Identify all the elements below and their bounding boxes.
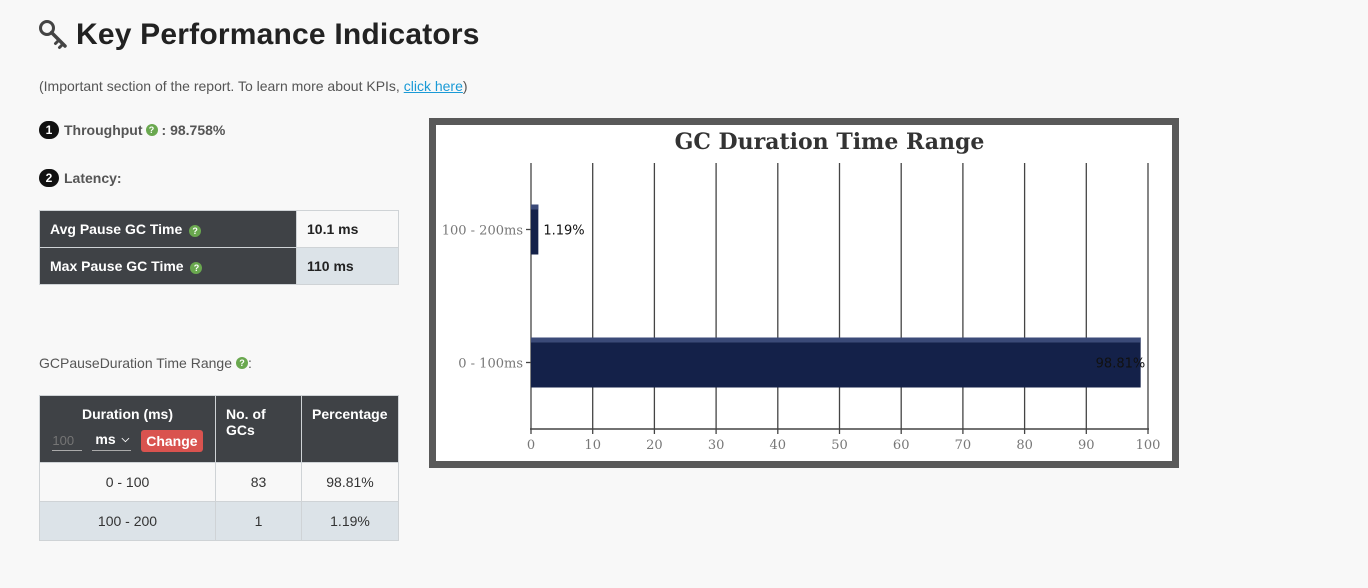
percentage-cell: 1.19% — [301, 501, 399, 541]
page-title: Key Performance Indicators — [76, 18, 480, 51]
chart-title: GC Duration Time Range — [675, 129, 985, 155]
table-row: Max Pause GC Time ? 110 ms — [39, 247, 399, 285]
avg-pause-label: Avg Pause GC Time ? — [39, 210, 297, 248]
count-header: No. of GCs — [215, 395, 302, 463]
duration-input[interactable] — [52, 431, 83, 451]
x-tick-label: 100 — [1136, 438, 1161, 453]
subtitle-text: (Important section of the report. To lea… — [39, 78, 404, 94]
range-section-label: GCPauseDuration Time Range ? : — [39, 355, 252, 371]
question-circle-icon[interactable]: ? — [145, 124, 158, 136]
avg-pause-value: 10.1 ms — [296, 210, 399, 248]
latency-label: Latency: — [64, 170, 122, 186]
x-tick-label: 50 — [831, 438, 848, 453]
count-cell: 83 — [215, 462, 302, 502]
y-tick-label: 0 - 100ms — [458, 357, 523, 372]
max-pause-label: Max Pause GC Time ? — [39, 247, 297, 285]
x-tick-label: 40 — [770, 438, 787, 453]
x-tick-label: 30 — [708, 438, 725, 453]
table-row: 0 - 100 83 98.81% — [39, 462, 399, 502]
change-button[interactable]: Change — [141, 430, 203, 452]
question-circle-icon[interactable]: ? — [190, 262, 203, 274]
data-label: 1.19% — [543, 224, 584, 239]
question-circle-icon[interactable]: ? — [236, 357, 248, 369]
x-tick-label: 70 — [955, 438, 972, 453]
percentage-header: Percentage — [301, 395, 399, 463]
bar — [531, 204, 539, 255]
bar-highlight — [531, 337, 1141, 343]
page-header: Key Performance Indicators — [38, 18, 480, 52]
throughput-kpi: 1 Throughput ? : 98.758% — [39, 121, 225, 139]
x-tick-label: 80 — [1016, 438, 1033, 453]
gc-duration-chart: GC Duration Time Range 0 10 20 30 40 50 60 70 80 9… — [429, 118, 1179, 468]
duration-header: Duration (ms) ms ⌵ Change — [39, 395, 216, 463]
key-icon — [39, 20, 67, 49]
number-badge-1: 1 — [39, 121, 59, 139]
duration-controls: ms ⌵ Change — [50, 430, 205, 452]
bar-highlight — [531, 204, 539, 210]
x-tick-label: 20 — [646, 438, 663, 453]
throughput-label: Throughput — [64, 122, 143, 138]
table-row: 100 - 200 1 1.19% — [39, 501, 399, 541]
percentage-cell: 98.81% — [301, 462, 399, 502]
question-circle-icon[interactable]: ? — [189, 225, 202, 237]
unit-select[interactable]: ms ⌵ — [92, 431, 132, 451]
x-tick-label: 10 — [584, 438, 601, 453]
max-pause-value: 110 ms — [296, 247, 399, 285]
learn-more-link[interactable]: click here — [403, 78, 463, 94]
x-tick-label: 90 — [1078, 438, 1095, 453]
latency-kpi: 2 Latency: — [39, 169, 122, 187]
x-tick-label: 0 — [527, 438, 535, 453]
y-tick-label: 100 - 200ms — [442, 224, 523, 239]
subtitle-close: ) — [462, 78, 468, 94]
throughput-value: : 98.758% — [161, 122, 226, 138]
count-cell: 1 — [215, 501, 302, 541]
duration-table: Duration (ms) ms ⌵ Change No. of GCs Per… — [39, 395, 399, 541]
chevron-down-icon: ⌵ — [121, 433, 130, 445]
duration-cell: 100 - 200 — [39, 501, 216, 541]
chart-svg: GC Duration Time Range 0 10 20 30 40 50 60 70 80 9… — [442, 129, 1161, 453]
latency-table: Avg Pause GC Time ? 10.1 ms Max Pause GC… — [39, 210, 399, 285]
bar — [531, 337, 1141, 388]
duration-cell: 0 - 100 — [39, 462, 216, 502]
table-header-row: Duration (ms) ms ⌵ Change No. of GCs Per… — [39, 395, 399, 463]
number-badge-2: 2 — [39, 169, 59, 187]
table-row: Avg Pause GC Time ? 10.1 ms — [39, 210, 399, 248]
x-tick-label: 60 — [893, 438, 910, 453]
data-label: 98.81% — [1096, 357, 1146, 372]
page-subtitle: (Important section of the report. To lea… — [39, 78, 468, 94]
